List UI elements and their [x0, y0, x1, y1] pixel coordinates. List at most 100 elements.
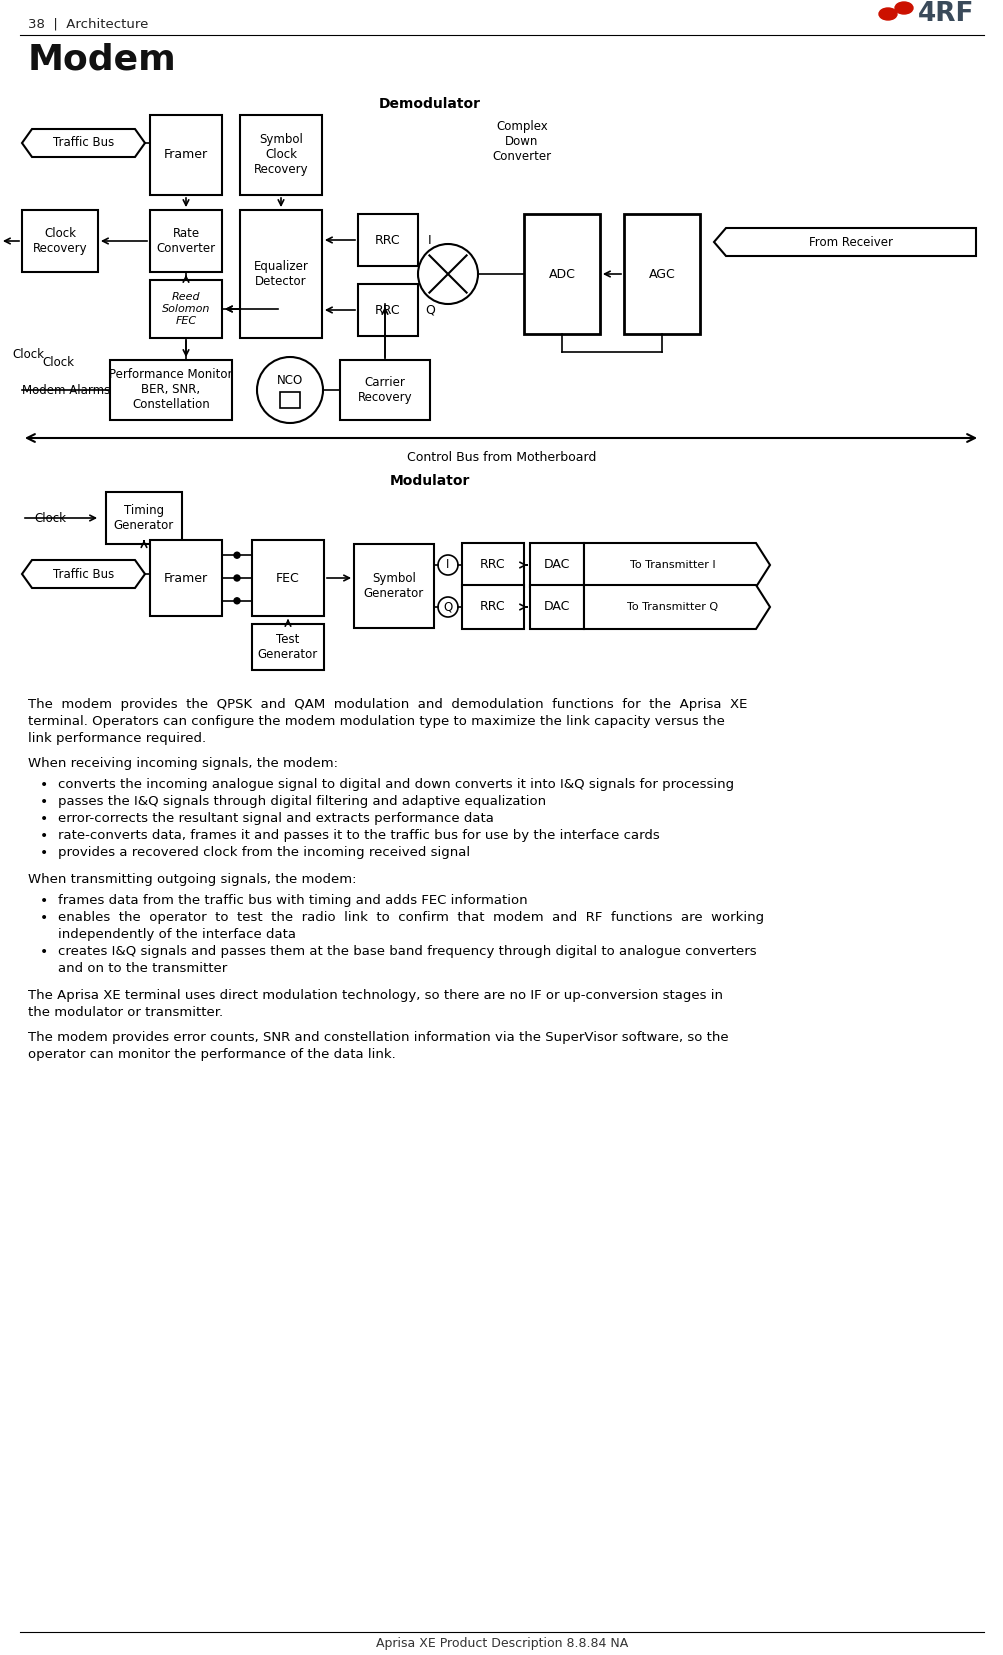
Text: Framer: Framer [163, 571, 208, 584]
Text: RRC: RRC [479, 558, 506, 571]
Bar [252, 624, 324, 670]
Circle shape [257, 357, 323, 424]
Bar [110, 361, 232, 420]
Text: •: • [40, 813, 48, 826]
Text: When receiving incoming signals, the modem:: When receiving incoming signals, the mod… [28, 756, 338, 770]
Text: •: • [40, 778, 48, 793]
Text: link performance required.: link performance required. [28, 732, 206, 745]
Circle shape [234, 553, 240, 558]
Text: Framer: Framer [163, 149, 208, 162]
Text: terminal. Operators can configure the modem modulation type to maximize the link: terminal. Operators can configure the mo… [28, 715, 724, 728]
Circle shape [417, 243, 477, 305]
Text: From Receiver: From Receiver [808, 235, 892, 248]
Text: independently of the interface data: independently of the interface data [58, 928, 296, 942]
Text: •: • [40, 829, 48, 842]
Text: Timing
Generator: Timing Generator [113, 505, 174, 531]
Bar [240, 114, 322, 195]
Text: I: I [446, 558, 449, 571]
Bar [240, 210, 322, 338]
Text: Q: Q [443, 601, 452, 614]
Text: •: • [40, 945, 48, 958]
Polygon shape [22, 559, 144, 588]
Bar [358, 213, 417, 266]
Text: AGC: AGC [648, 268, 675, 280]
Text: Traffic Bus: Traffic Bus [53, 568, 114, 581]
Bar [624, 213, 699, 334]
Bar [149, 114, 222, 195]
Polygon shape [584, 584, 769, 629]
Text: Equalizer
Detector: Equalizer Detector [254, 260, 308, 288]
Text: Clock
Recovery: Clock Recovery [33, 227, 87, 255]
Text: The Aprisa XE terminal uses direct modulation technology, so there are no IF or : The Aprisa XE terminal uses direct modul… [28, 990, 722, 1001]
Ellipse shape [878, 8, 896, 20]
Circle shape [437, 597, 457, 617]
Text: Modem Alarms: Modem Alarms [22, 384, 110, 397]
Text: The modem provides error counts, SNR and constellation information via the Super: The modem provides error counts, SNR and… [28, 1031, 728, 1044]
Text: •: • [40, 794, 48, 809]
Text: To Transmitter Q: To Transmitter Q [627, 602, 718, 612]
Text: Clock: Clock [42, 356, 74, 369]
Bar [354, 544, 433, 627]
Text: the modulator or transmitter.: the modulator or transmitter. [28, 1006, 223, 1019]
Text: creates I&Q signals and passes them at the base band frequency through digital t: creates I&Q signals and passes them at t… [58, 945, 756, 958]
Text: passes the I&Q signals through digital filtering and adaptive equalization: passes the I&Q signals through digital f… [58, 794, 546, 808]
Text: Performance Monitor
BER, SNR,
Constellation: Performance Monitor BER, SNR, Constellat… [109, 369, 233, 412]
Circle shape [437, 554, 457, 574]
Bar [461, 584, 524, 629]
Text: •: • [40, 910, 48, 925]
Text: error-corrects the resultant signal and extracts performance data: error-corrects the resultant signal and … [58, 813, 493, 824]
Polygon shape [713, 228, 975, 257]
Text: When transmitting outgoing signals, the modem:: When transmitting outgoing signals, the … [28, 872, 356, 885]
Text: Rate
Converter: Rate Converter [156, 227, 216, 255]
Text: frames data from the traffic bus with timing and adds FEC information: frames data from the traffic bus with ti… [58, 894, 528, 907]
Text: NCO: NCO [277, 374, 303, 387]
Text: Aprisa XE Product Description 8.8.84 NA: Aprisa XE Product Description 8.8.84 NA [375, 1637, 628, 1650]
Text: and on to the transmitter: and on to the transmitter [58, 962, 227, 975]
Text: DAC: DAC [544, 601, 570, 614]
Text: Clock: Clock [34, 511, 66, 525]
Text: DAC: DAC [544, 558, 570, 571]
Bar [252, 540, 324, 616]
Text: •: • [40, 846, 48, 861]
Bar [149, 540, 222, 616]
Bar [524, 213, 600, 334]
Text: I: I [427, 233, 431, 247]
Text: •: • [40, 894, 48, 909]
Text: enables  the  operator  to  test  the  radio  link  to  confirm  that  modem  an: enables the operator to test the radio l… [58, 910, 763, 923]
Text: provides a recovered clock from the incoming received signal: provides a recovered clock from the inco… [58, 846, 469, 859]
Bar [22, 210, 98, 271]
Bar [149, 210, 222, 271]
Text: ADC: ADC [548, 268, 575, 280]
Text: Carrier
Recovery: Carrier Recovery [357, 376, 412, 404]
Text: RRC: RRC [479, 601, 506, 614]
Text: Clock: Clock [12, 348, 44, 361]
Text: Demodulator: Demodulator [378, 98, 480, 111]
Text: RRC: RRC [375, 303, 400, 316]
Text: Test
Generator: Test Generator [258, 632, 318, 660]
Bar [530, 584, 584, 629]
Polygon shape [584, 543, 769, 588]
Text: Symbol
Generator: Symbol Generator [363, 573, 423, 601]
Bar [530, 543, 584, 588]
Text: The  modem  provides  the  QPSK  and  QAM  modulation  and  demodulation  functi: The modem provides the QPSK and QAM modu… [28, 698, 746, 712]
Bar [340, 361, 429, 420]
Text: 38  |  Architecture: 38 | Architecture [28, 18, 148, 31]
Circle shape [234, 597, 240, 604]
Bar [461, 543, 524, 588]
Text: Q: Q [424, 303, 434, 316]
Text: 4RF: 4RF [917, 2, 974, 26]
Bar [358, 285, 417, 336]
Polygon shape [22, 129, 144, 157]
Text: Control Bus from Motherboard: Control Bus from Motherboard [407, 452, 596, 463]
Ellipse shape [894, 2, 912, 13]
Text: Reed
Solomon
FEC: Reed Solomon FEC [161, 293, 210, 326]
Text: converts the incoming analogue signal to digital and down converts it into I&Q s: converts the incoming analogue signal to… [58, 778, 733, 791]
Text: rate-converts data, frames it and passes it to the traffic bus for use by the in: rate-converts data, frames it and passes… [58, 829, 659, 842]
Text: To Transmitter I: To Transmitter I [630, 559, 715, 569]
Bar [149, 280, 222, 338]
Text: Modem: Modem [28, 41, 177, 76]
Text: Complex
Down
Converter: Complex Down Converter [491, 121, 551, 162]
Text: Modulator: Modulator [389, 473, 469, 488]
Bar [280, 392, 300, 409]
Text: FEC: FEC [276, 571, 300, 584]
